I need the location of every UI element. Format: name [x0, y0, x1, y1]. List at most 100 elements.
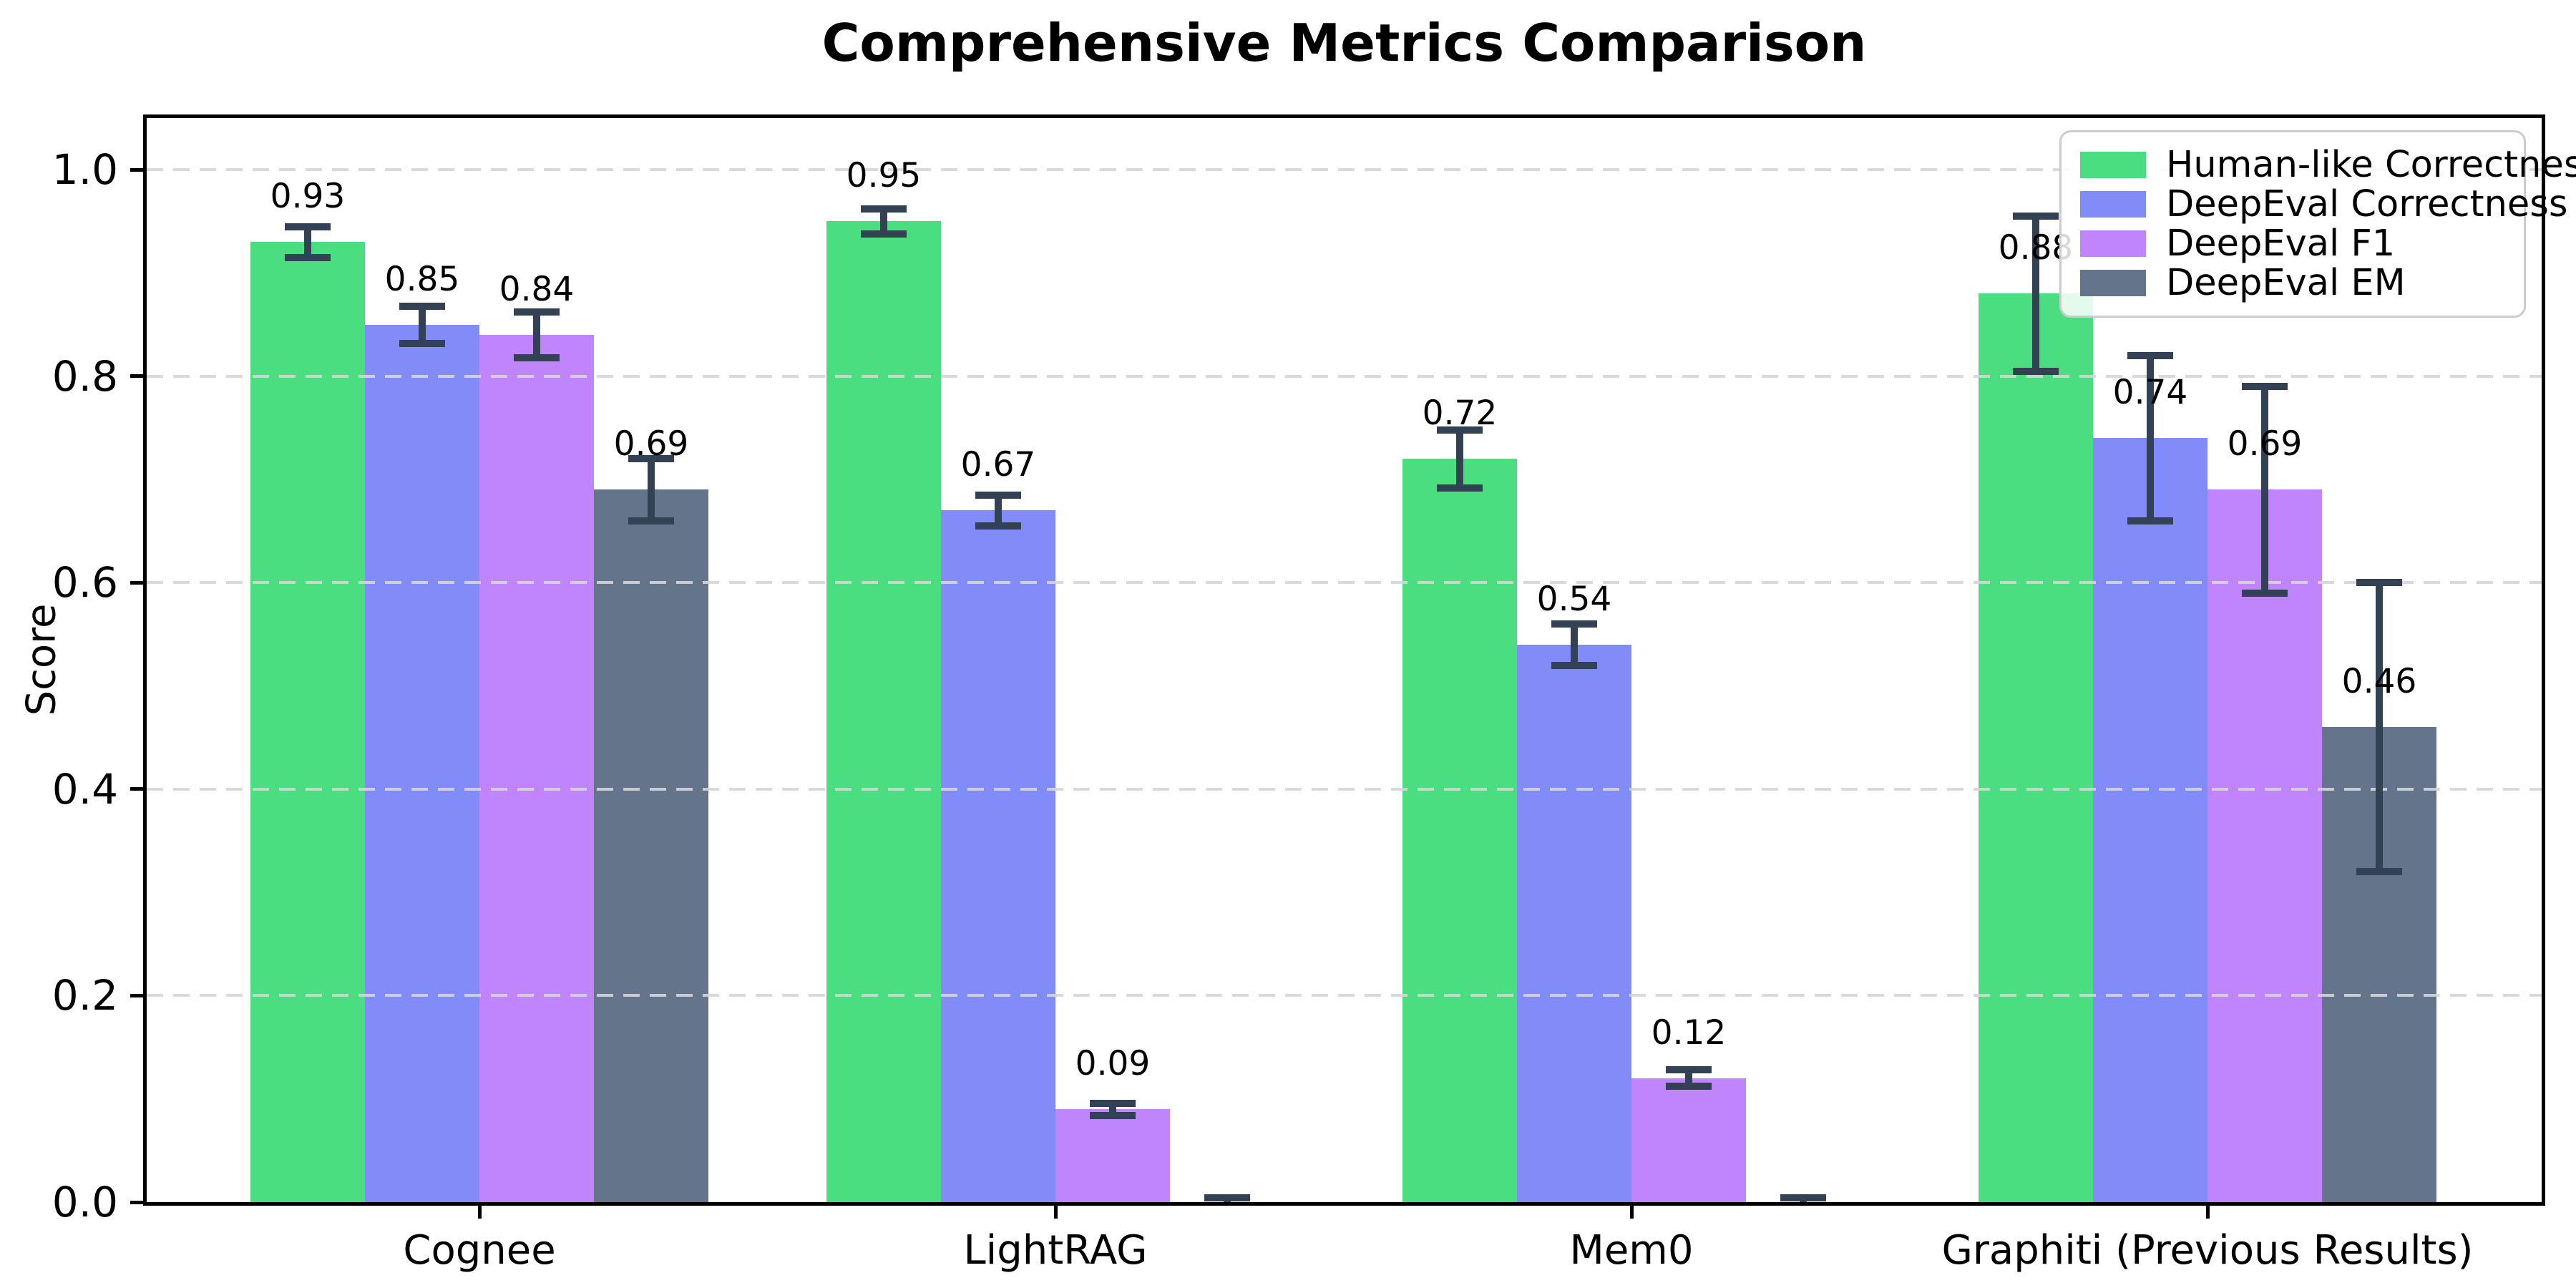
plot-inner: 0.93 0.95 0.72 0.88 0.85 0.67 0.54 0.74 0.84 0.09…: [147, 118, 2542, 1202]
bar-graphiti-previous-results--s0: [1979, 293, 2093, 1202]
error-bar-cap: [2242, 383, 2288, 391]
error-bar: [2147, 355, 2154, 521]
legend-label: DeepEval F1: [2166, 223, 2396, 265]
y-tick-label: 0.4: [52, 764, 118, 814]
error-bar-cap: [514, 308, 560, 316]
error-bar: [1456, 429, 1463, 488]
bar-value-label: 0.93: [270, 177, 346, 217]
error-bar: [1571, 624, 1578, 665]
error-bar: [995, 494, 1002, 526]
bar-lightrag-s2: [1055, 1109, 1170, 1202]
y-tick-label: 0.0: [52, 1178, 118, 1226]
legend-label: DeepEval Correctness: [2166, 183, 2568, 225]
error-bar-cap: [1551, 620, 1597, 628]
bar-mem0-s1: [1517, 644, 1631, 1202]
x-tick-label-0: Cognee: [403, 1227, 556, 1274]
bar-value-label: 0.67: [960, 445, 1036, 485]
error-bar: [648, 459, 655, 521]
bar-mem0-s2: [1631, 1078, 1746, 1202]
error-bar-cap: [1437, 484, 1483, 492]
error-bar-cap: [2356, 868, 2402, 876]
x-tick: [1629, 1206, 1634, 1219]
legend-swatch: [2080, 270, 2146, 296]
error-bar: [2261, 386, 2268, 593]
bar-graphiti-previous-results--s1: [2093, 438, 2207, 1202]
bar-mem0-s0: [1402, 459, 1517, 1202]
legend-swatch: [2080, 230, 2146, 257]
error-bar-cap: [399, 302, 445, 310]
y-axis-label: Score: [18, 603, 65, 716]
bar-value-label: 0.95: [846, 156, 922, 196]
error-bar-cap: [1437, 426, 1483, 434]
bar-value-label: 0.72: [1422, 394, 1498, 434]
error-bar-cap: [1666, 1066, 1712, 1074]
x-tick-label-3: Graphiti (Previous Results): [1941, 1227, 2474, 1274]
error-bar-cap: [628, 455, 674, 463]
legend-swatch: [2080, 152, 2146, 178]
bar-lightrag-s0: [826, 221, 941, 1202]
error-bar-cap: [975, 491, 1021, 499]
bar-graphiti-previous-results--s2: [2207, 489, 2322, 1202]
error-bar-cap: [285, 253, 331, 261]
legend-item-1: DeepEval Correctness: [2080, 183, 2567, 225]
error-bar-cap: [2242, 589, 2288, 597]
y-tick: [130, 787, 143, 791]
error-bar-cap: [628, 517, 674, 525]
legend-item-0: Human-like Correctness: [2080, 144, 2576, 186]
y-tick-label: 0.2: [52, 971, 118, 1020]
bar-value-label: 0.74: [2112, 373, 2188, 413]
y-tick: [130, 580, 143, 585]
y-tick-label: 0.8: [52, 351, 118, 401]
legend-item-2: DeepEval F1: [2080, 223, 2509, 265]
legend-swatch: [2080, 191, 2146, 218]
error-bar-cap: [1090, 1111, 1136, 1119]
y-tick: [130, 374, 143, 379]
bar-lightrag-s1: [941, 510, 1055, 1202]
chart-title: Comprehensive Metrics Comparison: [821, 13, 1867, 73]
error-bar: [1109, 1103, 1116, 1116]
bar-cognee-s1: [365, 324, 479, 1202]
error-bar: [2376, 582, 2383, 872]
bar-value-label: 0.69: [2227, 424, 2303, 464]
error-bar-cap: [2013, 367, 2059, 375]
error-bar: [2032, 216, 2039, 371]
bar-cognee-s0: [250, 242, 365, 1202]
y-tick: [130, 167, 143, 172]
legend-label: Human-like Correctness: [2166, 144, 2576, 186]
bar-value-label: 0.84: [499, 269, 575, 309]
error-bar-cap: [285, 223, 331, 230]
error-bar-cap: [2013, 213, 2059, 220]
error-bar-cap: [861, 230, 907, 238]
error-bar: [880, 208, 887, 234]
x-tick: [1053, 1206, 1058, 1219]
error-bar-cap: [1551, 661, 1597, 669]
y-tick: [130, 993, 143, 997]
legend-label: DeepEval EM: [2166, 262, 2406, 304]
error-bar-cap: [1090, 1099, 1136, 1107]
x-tick: [477, 1206, 482, 1219]
x-tick-label-2: Mem0: [1569, 1227, 1694, 1274]
bar-value-label: 0.54: [1536, 579, 1612, 619]
error-bar-cap: [1780, 1194, 1826, 1202]
bar-value-label: 0.09: [1075, 1044, 1151, 1084]
error-bar-cap: [861, 205, 907, 213]
legend-item-3: DeepEval EM: [2080, 262, 2509, 304]
error-bar: [533, 312, 540, 358]
error-bar-cap: [2356, 579, 2402, 587]
error-bar-cap: [975, 522, 1021, 530]
bar-value-label: 0.69: [613, 424, 689, 464]
error-bar-cap: [399, 339, 445, 347]
error-bar-cap: [1666, 1083, 1712, 1091]
bar-value-label: 0.46: [2341, 662, 2417, 702]
y-tick-label: 1.0: [52, 145, 118, 195]
error-bar-cap: [2127, 351, 2173, 359]
error-bar-cap: [514, 353, 560, 361]
bar-value-label: 0.85: [384, 259, 460, 299]
error-bar-cap: [2127, 517, 2173, 525]
bar-value-label: 0.12: [1651, 1013, 1727, 1053]
y-tick: [130, 1200, 143, 1204]
bar-cognee-s2: [479, 335, 594, 1202]
error-bar-cap: [1204, 1194, 1250, 1202]
x-tick: [2205, 1206, 2210, 1219]
